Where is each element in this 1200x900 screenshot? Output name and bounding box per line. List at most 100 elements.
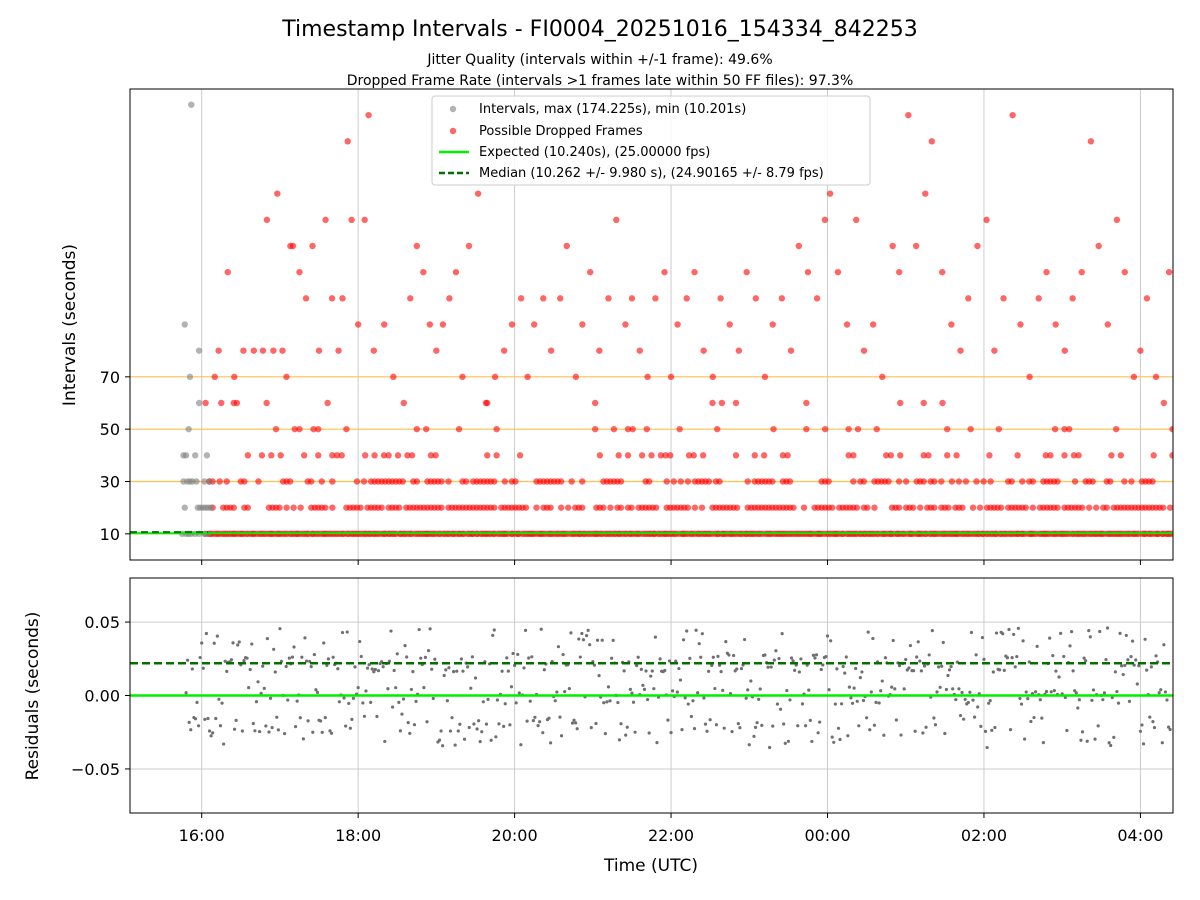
dropped-frame-point-909	[420, 268, 427, 276]
residual-point-296	[647, 731, 651, 735]
residual-point-104	[347, 701, 351, 706]
residual-point-127	[383, 739, 387, 744]
residual-point-366	[757, 697, 761, 701]
dropped-frame-point-596	[976, 504, 984, 511]
residual-point-619	[1152, 725, 1157, 730]
legend-marker-dropped	[449, 127, 457, 135]
residual-point-120	[372, 670, 376, 674]
residual-point-402	[813, 656, 817, 660]
residual-point-298	[650, 669, 654, 673]
legend-box	[431, 95, 871, 186]
residual-point-223	[533, 715, 537, 719]
residual-point-204	[503, 702, 507, 706]
x-tick-label-2: 20:00	[492, 826, 538, 845]
dropped-frame-point-867	[709, 399, 716, 407]
residual-point-22	[218, 724, 223, 728]
x-tick-label-4: 00:00	[804, 826, 850, 845]
residual-points	[184, 626, 1172, 750]
residual-point-559	[1059, 631, 1063, 635]
residual-point-250	[575, 727, 579, 731]
residual-point-100	[340, 630, 345, 635]
residual-point-165	[442, 673, 446, 678]
dropped-frame-point-947	[717, 295, 724, 302]
residual-point-212	[516, 652, 520, 657]
dropped-frame-point-1000	[1165, 268, 1173, 276]
residual-point-25	[223, 659, 227, 663]
residual-point-196	[491, 633, 495, 638]
residual-point-425	[849, 696, 853, 700]
dropped-frame-point-900	[354, 321, 362, 328]
dropped-frame-point-585	[917, 504, 924, 511]
dropped-frame-point-521	[607, 504, 614, 511]
residual-point-257	[586, 628, 590, 632]
top-y-axis-label: Intervals (seconds)	[60, 244, 80, 406]
residual-point-420	[841, 664, 845, 669]
residual-point-216	[522, 666, 526, 670]
residual-point-193	[486, 697, 490, 701]
dropped-frame-point-736	[885, 478, 892, 485]
residual-point-501	[968, 690, 972, 694]
residual-point-54	[268, 696, 273, 700]
residual-point-376	[772, 658, 776, 662]
residual-point-159	[433, 657, 437, 661]
residual-point-401	[811, 653, 816, 657]
residual-point-424	[847, 685, 852, 689]
dropped-frame-point-968	[896, 268, 903, 276]
dropped-frame-point-466	[357, 504, 364, 511]
residual-point-457	[899, 733, 903, 737]
residual-point-423	[846, 734, 850, 738]
residual-point-14	[206, 716, 210, 721]
dropped-frame-point-588	[931, 504, 938, 511]
residual-point-365	[755, 721, 759, 725]
residual-point-156	[428, 627, 432, 631]
residual-point-575	[1084, 659, 1088, 663]
residual-point-39	[245, 656, 249, 660]
dropped-frame-point-713	[705, 478, 713, 485]
interval-point-27	[195, 399, 203, 407]
residual-point-607	[1134, 658, 1138, 662]
residual-point-380	[778, 707, 783, 711]
residual-point-164	[441, 744, 445, 748]
residual-point-152	[422, 686, 426, 690]
dropped-frame-point-455	[297, 504, 304, 511]
dropped-frame-point-784	[380, 452, 388, 459]
residual-point-56	[272, 647, 276, 651]
residual-point-150	[419, 656, 423, 660]
residual-point-379	[777, 656, 781, 661]
dropped-frame-point-744	[938, 478, 945, 485]
bottom-y-tick-label-2: −0.05	[71, 760, 120, 779]
residual-point-316	[678, 678, 683, 682]
residual-point-289	[636, 655, 640, 659]
dropped-frame-point-995	[1130, 373, 1138, 381]
dropped-frame-point-964	[860, 347, 868, 354]
residual-point-64	[284, 664, 288, 669]
residual-point-310	[669, 730, 673, 735]
dropped-frame-point-974	[948, 321, 955, 328]
residual-point-291	[639, 667, 643, 672]
dropped-frame-point-828	[1150, 452, 1157, 459]
dropped-frame-point-772	[1149, 478, 1156, 485]
residual-point-535	[1021, 639, 1025, 643]
residual-point-19	[214, 716, 218, 721]
residual-point-268	[603, 732, 607, 736]
dropped-frame-point-932	[596, 347, 603, 354]
residual-point-392	[797, 670, 801, 674]
dropped-frame-point-938	[644, 373, 651, 381]
residual-point-406	[819, 667, 823, 672]
dropped-frame-point-753	[1019, 478, 1026, 485]
dropped-frame-point-624	[1103, 504, 1110, 511]
top-y-tick-label-2: 50	[100, 420, 120, 439]
residual-point-199	[495, 698, 499, 702]
dropped-frame-point-896	[335, 347, 342, 354]
dropped-frame-point-987	[1061, 347, 1068, 354]
residual-point-258	[588, 643, 592, 647]
residual-point-132	[390, 705, 395, 709]
dropped-frame-point-881	[250, 347, 258, 354]
residual-point-417	[836, 726, 841, 730]
dropped-frame-point-836	[413, 425, 421, 433]
dropped-frame-point-933	[605, 295, 612, 302]
interval-point-29	[195, 347, 203, 354]
dropped-frame-point-789	[427, 452, 435, 459]
residual-point-197	[492, 628, 496, 632]
residual-point-287	[633, 730, 637, 734]
